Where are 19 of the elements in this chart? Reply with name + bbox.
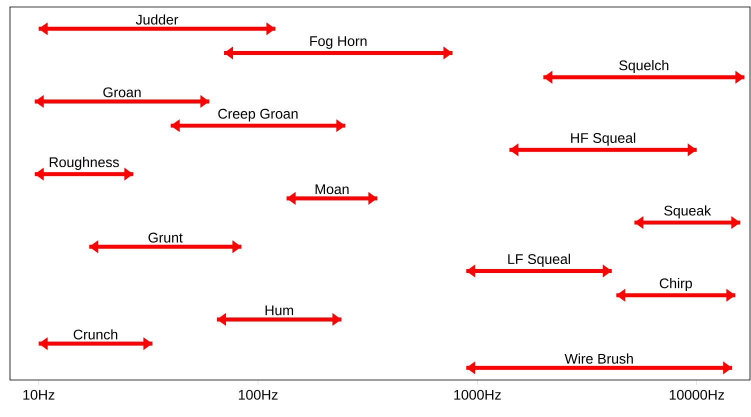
x-tick-label: 10Hz xyxy=(23,390,54,400)
y-tick-label: Grunt xyxy=(148,232,183,243)
x-tick-label: 100Hz xyxy=(238,390,278,400)
y-tick-label: Squeak xyxy=(664,205,712,218)
y-tick-label: HF Squeal xyxy=(571,132,636,146)
y-tick-label: Chirp xyxy=(660,278,692,292)
y-tick-label: Groan xyxy=(103,87,141,98)
y-tick-label: Wire Brush xyxy=(564,353,633,364)
y-tick-label: Squelch xyxy=(619,60,668,74)
y-tick-label: LF Squeal xyxy=(508,254,570,267)
y-tick-label: Creep Groan xyxy=(218,108,298,122)
y-tick-label: Fog Horn xyxy=(310,36,367,49)
y-tick-label: Roughness xyxy=(50,156,119,170)
y-tick-label: Hum xyxy=(266,306,294,316)
y-tick-label: Judder xyxy=(136,14,178,25)
y-tick-label: Crunch xyxy=(74,329,118,340)
y-tick-label: Moan xyxy=(316,184,349,194)
x-tick-label: 1000Hz xyxy=(454,390,501,400)
x-tick-label: 10000Hz xyxy=(670,390,724,400)
